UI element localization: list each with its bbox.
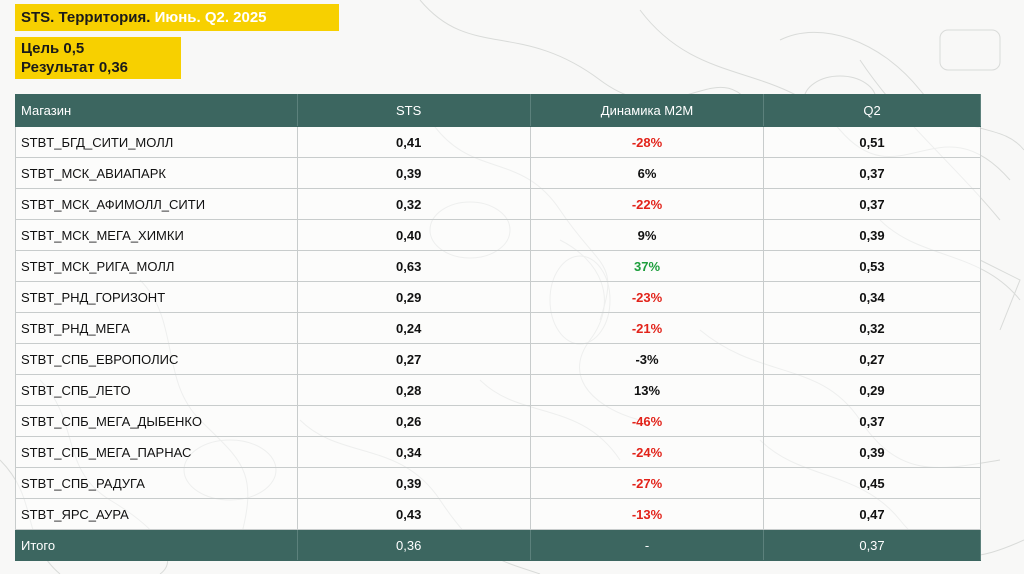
table-row: STBT_СПБ_ЛЕТО 0,28 13% 0,29: [15, 374, 981, 406]
target-line: Цель 0,5: [21, 40, 85, 57]
sts-cell: 0,63: [297, 250, 531, 282]
title-light-part: Июнь. Q2. 2025: [150, 9, 267, 26]
stores-table: Магазин STS Динамика М2М Q2 STBT_БГД_СИТ…: [15, 94, 981, 561]
dynamics-cell: -22%: [530, 188, 764, 220]
sts-cell: 0,26: [297, 405, 531, 437]
q2-cell: 0,45: [763, 467, 981, 499]
store-cell: STBT_СПБ_РАДУГА: [15, 467, 298, 499]
sts-cell: 0,28: [297, 374, 531, 406]
store-cell: STBT_РНД_ГОРИЗОНТ: [15, 281, 298, 313]
q2-cell: 0,29: [763, 374, 981, 406]
q2-cell: 0,51: [763, 126, 981, 158]
dynamics-cell: 37%: [530, 250, 764, 282]
store-cell: STBT_СПБ_МЕГА_ДЫБЕНКО: [15, 405, 298, 437]
table-row: STBT_БГД_СИТИ_МОЛЛ 0,41 -28% 0,51: [15, 126, 981, 158]
table-row: STBT_РНД_МЕГА 0,24 -21% 0,32: [15, 312, 981, 344]
sts-cell: 0,40: [297, 219, 531, 251]
q2-cell: 0,32: [763, 312, 981, 344]
dynamics-cell: -3%: [530, 343, 764, 375]
table-body: STBT_БГД_СИТИ_МОЛЛ 0,41 -28% 0,51 STBT_МСК_А…: [15, 126, 981, 530]
column-header-q2: Q2: [763, 94, 981, 127]
total-label: Итого: [15, 529, 298, 561]
store-cell: STBT_БГД_СИТИ_МОЛЛ: [15, 126, 298, 158]
title-dark-part: STS. Территория.: [21, 9, 151, 26]
sts-cell: 0,39: [297, 467, 531, 499]
sts-cell: 0,41: [297, 126, 531, 158]
slide-title: STS. Территория. Июнь. Q2. 2025: [15, 4, 339, 31]
result-line: Результат 0,36: [21, 59, 129, 76]
q2-cell: 0,27: [763, 343, 981, 375]
store-cell: STBT_РНД_МЕГА: [15, 312, 298, 344]
table-row: STBT_МСК_МЕГА_ХИМКИ 0,40 9% 0,39: [15, 219, 981, 251]
dynamics-cell: 9%: [530, 219, 764, 251]
store-cell: STBT_МСК_АВИАПАРК: [15, 157, 298, 189]
total-dynamics: -: [530, 529, 764, 561]
table-row: STBT_СПБ_ЕВРОПОЛИС 0,27 -3% 0,27: [15, 343, 981, 375]
table-row: STBT_СПБ_МЕГА_ДЫБЕНКО 0,26 -46% 0,37: [15, 405, 981, 437]
sts-cell: 0,29: [297, 281, 531, 313]
table-row: STBT_МСК_РИГА_МОЛЛ 0,63 37% 0,53: [15, 250, 981, 282]
q2-cell: 0,37: [763, 405, 981, 437]
dynamics-cell: -24%: [530, 436, 764, 468]
table-row: STBT_РНД_ГОРИЗОНТ 0,29 -23% 0,34: [15, 281, 981, 313]
dynamics-cell: 6%: [530, 157, 764, 189]
q2-cell: 0,47: [763, 498, 981, 530]
store-cell: STBT_МСК_МЕГА_ХИМКИ: [15, 219, 298, 251]
table-total-row: Итого 0,36 - 0,37: [15, 529, 981, 561]
sts-cell: 0,43: [297, 498, 531, 530]
table-row: STBT_СПБ_МЕГА_ПАРНАС 0,34 -24% 0,39: [15, 436, 981, 468]
sts-cell: 0,24: [297, 312, 531, 344]
table-row: STBT_МСК_АФИМОЛЛ_СИТИ 0,32 -22% 0,37: [15, 188, 981, 220]
column-header-dynamics: Динамика М2М: [530, 94, 764, 127]
store-cell: STBT_СПБ_ЛЕТО: [15, 374, 298, 406]
dynamics-cell: -28%: [530, 126, 764, 158]
dynamics-cell: -27%: [530, 467, 764, 499]
q2-cell: 0,53: [763, 250, 981, 282]
store-cell: STBT_МСК_РИГА_МОЛЛ: [15, 250, 298, 282]
column-header-sts: STS: [297, 94, 531, 127]
store-cell: STBT_СПБ_МЕГА_ПАРНАС: [15, 436, 298, 468]
sts-cell: 0,34: [297, 436, 531, 468]
q2-cell: 0,39: [763, 219, 981, 251]
q2-cell: 0,37: [763, 157, 981, 189]
table-row: STBT_ЯРС_АУРА 0,43 -13% 0,47: [15, 498, 981, 530]
sts-cell: 0,32: [297, 188, 531, 220]
kpi-summary-box: Цель 0,5 Результат 0,36: [15, 37, 181, 79]
dynamics-cell: -46%: [530, 405, 764, 437]
table-row: STBT_МСК_АВИАПАРК 0,39 6% 0,37: [15, 157, 981, 189]
total-sts: 0,36: [297, 529, 531, 561]
store-cell: STBT_МСК_АФИМОЛЛ_СИТИ: [15, 188, 298, 220]
q2-cell: 0,39: [763, 436, 981, 468]
dynamics-cell: -23%: [530, 281, 764, 313]
dynamics-cell: 13%: [530, 374, 764, 406]
dynamics-cell: -21%: [530, 312, 764, 344]
store-cell: STBT_СПБ_ЕВРОПОЛИС: [15, 343, 298, 375]
table-row: STBT_СПБ_РАДУГА 0,39 -27% 0,45: [15, 467, 981, 499]
store-cell: STBT_ЯРС_АУРА: [15, 498, 298, 530]
sts-cell: 0,39: [297, 157, 531, 189]
column-header-store: Магазин: [15, 94, 298, 127]
total-q2: 0,37: [763, 529, 981, 561]
table-header-row: Магазин STS Динамика М2М Q2: [15, 94, 981, 127]
q2-cell: 0,34: [763, 281, 981, 313]
q2-cell: 0,37: [763, 188, 981, 220]
dynamics-cell: -13%: [530, 498, 764, 530]
sts-cell: 0,27: [297, 343, 531, 375]
